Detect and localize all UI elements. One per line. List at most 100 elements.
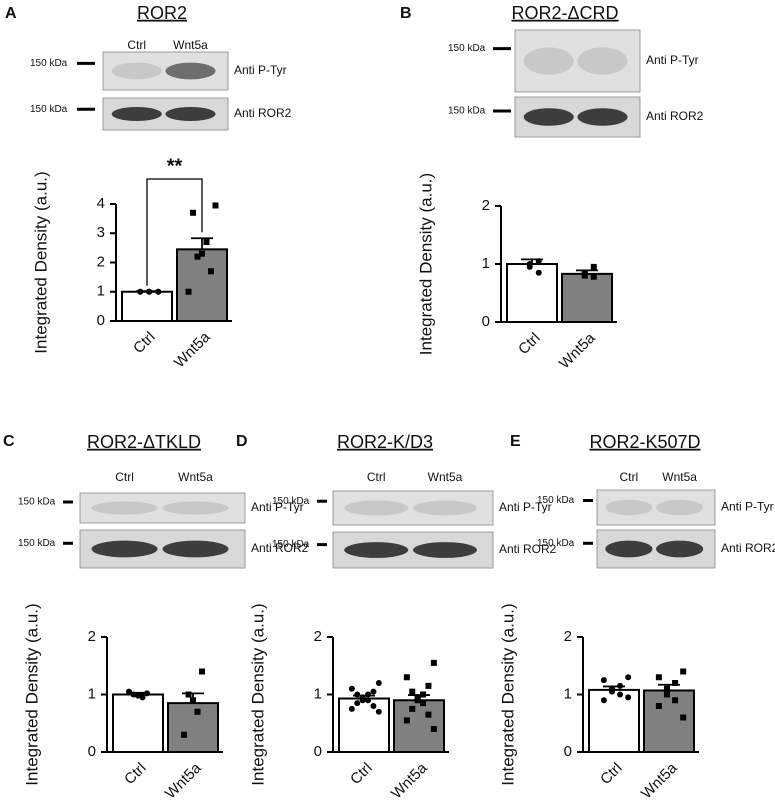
x-tick-label: Ctrl — [515, 330, 544, 359]
data-point — [625, 674, 632, 681]
lane-label: Wnt5a — [173, 38, 208, 52]
data-point — [617, 691, 624, 698]
panel-title: ROR2-ΔCRD — [511, 3, 618, 23]
data-point — [655, 674, 662, 681]
y-tick-label: 2 — [314, 628, 322, 645]
blot-band — [523, 47, 574, 75]
lane-label: Ctrl — [115, 470, 134, 484]
data-point — [608, 688, 615, 695]
data-point — [403, 674, 410, 681]
data-point — [430, 726, 437, 732]
data-point — [155, 288, 162, 295]
data-point — [526, 263, 533, 270]
data-point — [414, 697, 421, 704]
data-point — [185, 691, 192, 698]
blot-band — [162, 501, 229, 515]
lane-label: Wnt5a — [178, 470, 213, 484]
data-point — [359, 697, 366, 704]
lane-label: Wnt5a — [428, 470, 463, 484]
data-point — [190, 209, 196, 216]
panel-title: ROR2-K/D3 — [337, 432, 433, 452]
data-point — [365, 697, 372, 704]
blot-band — [656, 540, 704, 558]
data-point — [600, 697, 607, 704]
data-point — [126, 688, 132, 695]
x-tick-label: Wnt5a — [638, 759, 681, 802]
data-point — [370, 688, 377, 695]
data-point — [409, 705, 416, 712]
data-point — [672, 680, 679, 686]
antibody-label: Anti ROR2 — [234, 106, 292, 120]
data-point — [375, 680, 382, 686]
y-tick-label: 0 — [314, 743, 322, 760]
data-point — [375, 708, 382, 715]
lane-label: Ctrl — [620, 470, 639, 484]
data-point — [199, 668, 205, 675]
panel-letter: E — [510, 433, 521, 450]
bar — [167, 702, 219, 753]
antibody-label: Anti ROR2 — [499, 542, 557, 556]
data-point — [590, 263, 597, 270]
data-point — [194, 708, 201, 715]
blot-band — [577, 108, 628, 126]
y-tick-label: 1 — [314, 685, 322, 702]
bar — [643, 689, 695, 753]
data-point — [425, 682, 432, 689]
antibody-label: Anti P-Tyr — [234, 63, 287, 77]
data-point — [185, 288, 192, 295]
y-tick-label: 1 — [564, 685, 572, 702]
data-point — [194, 253, 201, 260]
bar — [506, 263, 558, 323]
error-bar — [191, 237, 213, 250]
blot-band — [91, 501, 158, 515]
marker-label: 150 kDa — [448, 106, 486, 117]
data-point — [181, 731, 187, 738]
x-tick-label: Wnt5a — [556, 329, 599, 372]
blot-band — [413, 542, 477, 558]
lane-label: Wnt5a — [662, 470, 697, 484]
data-point — [590, 273, 597, 280]
data-point — [348, 685, 355, 692]
blot-band — [413, 500, 477, 516]
data-point — [208, 268, 214, 275]
marker-label: 150 kDa — [537, 538, 575, 549]
data-point — [420, 691, 427, 698]
data-point — [617, 682, 624, 689]
data-point — [535, 269, 542, 276]
data-point — [655, 703, 662, 709]
x-tick-label: Ctrl — [597, 760, 626, 789]
data-point — [409, 688, 416, 695]
antibody-label: Anti ROR2 — [721, 541, 775, 555]
x-tick-label: Wnt5a — [388, 759, 431, 802]
blot-band — [656, 499, 704, 516]
bar — [121, 290, 173, 322]
antibody-label: Anti P-Tyr — [251, 500, 304, 514]
blot-band — [165, 106, 216, 122]
significance-label: ** — [167, 155, 183, 177]
data-point — [625, 694, 632, 701]
bar — [588, 688, 640, 754]
blot-band — [111, 62, 162, 80]
y-axis-label: Integrated Density (a.u.) — [31, 171, 50, 353]
lane-label: Ctrl — [127, 38, 146, 52]
marker-label: 150 kDa — [537, 495, 575, 506]
blot-band — [344, 542, 409, 558]
y-tick-label: 0 — [97, 312, 105, 329]
bar — [561, 272, 613, 323]
lane-label: Ctrl — [367, 470, 386, 484]
data-point — [680, 668, 687, 675]
marker-label: 150 kDa — [18, 497, 56, 508]
marker-label: 150 kDa — [30, 104, 68, 115]
data-point — [420, 700, 427, 707]
panel-title: ROR2-K507D — [589, 432, 700, 452]
data-point — [365, 691, 372, 698]
data-point — [135, 692, 141, 699]
bar — [112, 693, 164, 753]
y-tick-label: 0 — [88, 743, 96, 760]
panel-title: ROR2 — [137, 3, 187, 23]
data-point — [199, 250, 205, 257]
antibody-label: Anti P-Tyr — [499, 500, 552, 514]
data-point — [680, 714, 687, 721]
data-point — [535, 258, 542, 265]
